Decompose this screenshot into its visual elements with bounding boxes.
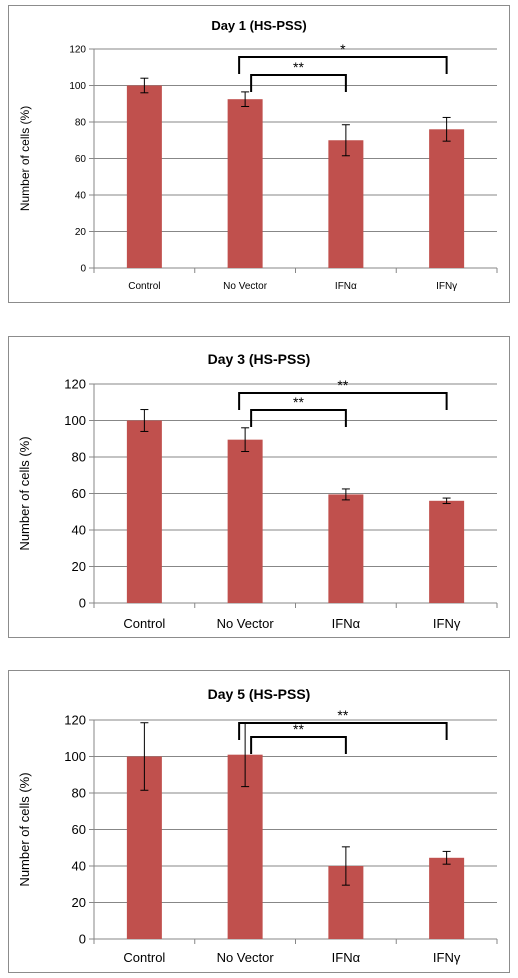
y-tick-label: 60	[75, 154, 87, 165]
bar	[127, 421, 162, 604]
category-label: No Vector	[217, 616, 275, 631]
category-label: IFNγ	[433, 950, 461, 965]
y-tick-label: 0	[79, 932, 86, 947]
chart-day1: Day 1 (HS-PSS) 0 20 40 60 80 100 120 Control No V…	[9, 6, 509, 302]
y-tick-label: 80	[72, 450, 86, 465]
bar	[228, 99, 263, 268]
bar	[429, 129, 464, 268]
category-label: Control	[123, 616, 165, 631]
significance-bracket	[251, 737, 346, 754]
significance-label: **	[337, 377, 348, 393]
y-axis-title: Number of cells (%)	[18, 106, 32, 211]
chart-title: Day 3 (HS-PSS)	[208, 351, 311, 367]
y-axis-title: Number of cells (%)	[17, 772, 32, 886]
y-tick-label: 100	[69, 81, 86, 92]
y-tick-label: 120	[64, 377, 86, 392]
significance-bracket	[251, 75, 346, 92]
significance-label: **	[293, 59, 304, 75]
bar	[429, 501, 464, 603]
y-tick-label: 20	[75, 227, 87, 238]
chart-title: Day 1 (HS-PSS)	[211, 18, 306, 33]
significance-label: *	[340, 41, 346, 57]
y-tick-label: 100	[64, 413, 86, 428]
y-tick-label: 20	[72, 559, 86, 574]
chart-title: Day 5 (HS-PSS)	[208, 686, 311, 702]
category-label: IFNα	[332, 950, 361, 965]
y-tick-label: 60	[72, 486, 86, 501]
category-label: No Vector	[217, 950, 275, 965]
chart-day5: Day 5 (HS-PSS) 0 20 40 60 80 100 120 Control No V…	[9, 671, 509, 972]
y-tick-label: 40	[72, 859, 86, 874]
y-tick-label: 100	[64, 749, 86, 764]
category-label: IFNγ	[433, 616, 461, 631]
bar	[228, 440, 263, 603]
y-tick-label: 20	[72, 895, 86, 910]
y-tick-label: 120	[69, 45, 86, 56]
chart-day3: Day 3 (HS-PSS) 0 20 40 60 80 100 120 Control No V…	[9, 337, 509, 637]
y-axis-title: Number of cells (%)	[17, 436, 32, 550]
category-label: Control	[123, 950, 165, 965]
chart-panel-day5: Day 5 (HS-PSS) 0 20 40 60 80 100 120 Control No V…	[8, 670, 510, 973]
bar	[328, 140, 363, 268]
category-label: Control	[128, 281, 160, 292]
y-tick-label: 40	[72, 523, 86, 538]
significance-bracket	[239, 57, 447, 74]
significance-label: **	[293, 394, 304, 410]
y-tick-label: 40	[75, 191, 87, 202]
significance-bracket	[251, 410, 346, 427]
significance-label: **	[337, 707, 348, 723]
y-tick-label: 0	[79, 596, 86, 611]
y-tick-label: 0	[80, 264, 86, 275]
bar	[328, 494, 363, 603]
significance-bracket	[239, 393, 447, 410]
chart-panel-day3: Day 3 (HS-PSS) 0 20 40 60 80 100 120 Control No V…	[8, 336, 510, 638]
category-label: IFNα	[332, 616, 361, 631]
y-tick-label: 80	[72, 786, 86, 801]
category-label: IFNγ	[436, 281, 457, 292]
bar	[127, 86, 162, 269]
category-label: No Vector	[223, 281, 268, 292]
y-tick-label: 60	[72, 822, 86, 837]
category-label: IFNα	[335, 281, 357, 292]
bar	[429, 858, 464, 939]
y-tick-label: 80	[75, 118, 87, 129]
y-tick-label: 120	[64, 713, 86, 728]
chart-panel-day1: Day 1 (HS-PSS) 0 20 40 60 80 100 120 Control No V…	[8, 5, 510, 303]
